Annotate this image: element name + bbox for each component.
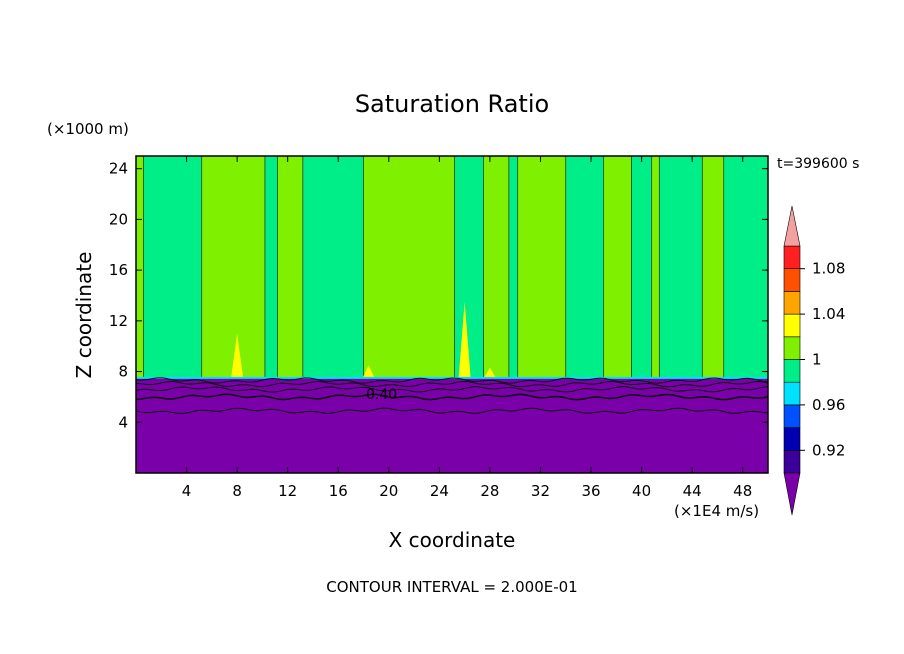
x-tick-label: 40: [632, 482, 651, 500]
x-tick-label: 24: [430, 482, 449, 500]
time-label: t=399600 s: [777, 156, 859, 172]
y-axis-label: Z coordinate: [72, 252, 96, 379]
colorbar-swatch: [784, 428, 800, 451]
colorbar-swatch: [784, 337, 800, 360]
x-tick-label: 20: [379, 482, 398, 500]
colorbar-swatch: [784, 450, 800, 473]
chart-title: Saturation Ratio: [355, 90, 549, 118]
colorbar-under-arrow: [784, 473, 800, 515]
y-tick-label: 16: [109, 261, 128, 279]
saturated-column: [652, 156, 660, 378]
colorbar-tick-label: 0.92: [812, 441, 845, 459]
saturated-column: [484, 156, 509, 378]
y-tick-label: 24: [109, 160, 128, 178]
saturated-column: [364, 156, 455, 378]
colorbar-tick-label: 1.08: [812, 260, 845, 278]
x-tick-label: 32: [531, 482, 550, 500]
x-tick-label: 8: [232, 482, 242, 500]
x-tick-label: 4: [182, 482, 192, 500]
x-tick-label: 16: [329, 482, 348, 500]
y-tick-label: 8: [118, 363, 128, 381]
x-tick-label: 12: [278, 482, 297, 500]
colorbar-over-arrow: [784, 206, 800, 246]
y-tick-label: 20: [109, 210, 128, 228]
colorbar-swatch: [784, 291, 800, 314]
x-tick-label: 48: [733, 482, 752, 500]
plot-area: [136, 156, 768, 473]
saturated-column: [202, 156, 265, 378]
colorbar-tick-label: 1: [812, 351, 822, 369]
saturated-column: [136, 156, 144, 378]
x-tick-label: 28: [480, 482, 499, 500]
x-axis-label: X coordinate: [389, 528, 516, 552]
contour-value-label: 0.40: [366, 387, 397, 403]
x-unit-label: (×1E4 m/s): [674, 502, 759, 520]
saturated-column: [604, 156, 632, 378]
y-tick-label: 12: [109, 312, 128, 330]
colorbar-swatch: [784, 405, 800, 428]
colorbar: 0.92 0.96 1 1.04 1.08: [784, 206, 845, 515]
colorbar-tick-label: 1.04: [812, 305, 845, 323]
colorbar-swatch: [784, 360, 800, 383]
colorbar-swatch: [784, 246, 800, 269]
colorbar-swatch: [784, 269, 800, 292]
saturated-column: [278, 156, 303, 378]
contour-interval-note: CONTOUR INTERVAL = 2.000E-01: [326, 578, 577, 596]
colorbar-tick-label: 0.96: [812, 396, 845, 414]
colorbar-swatch: [784, 382, 800, 405]
y-tick-label: 4: [118, 413, 128, 431]
y-unit-label: (×1000 m): [47, 120, 129, 138]
dry-layer-region: [136, 378, 768, 473]
saturated-column: [702, 156, 723, 378]
colorbar-swatch: [784, 314, 800, 337]
saturated-column: [518, 156, 566, 378]
x-tick-label: 44: [683, 482, 702, 500]
x-tick-label: 36: [581, 482, 600, 500]
